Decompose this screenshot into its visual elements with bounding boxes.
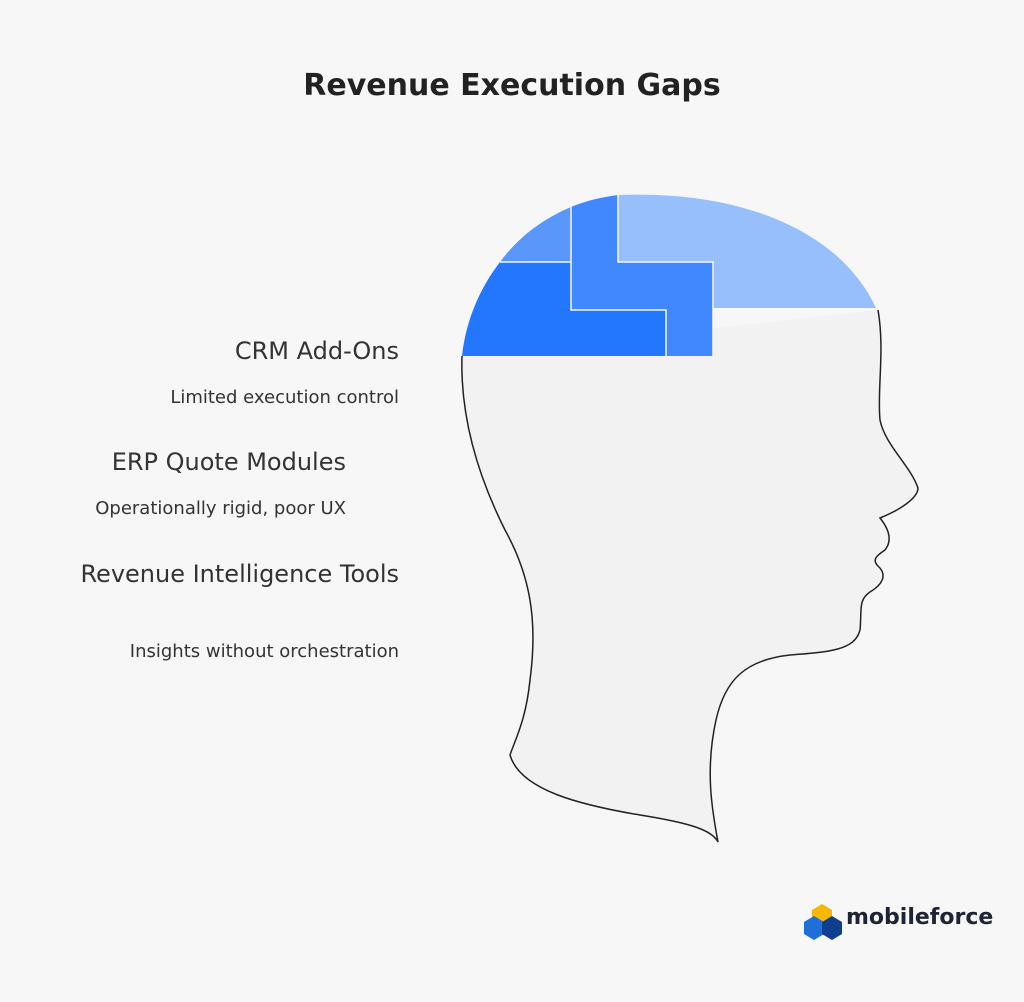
item-label: Revenue Intelligence Tools (80, 560, 399, 588)
head-outline (461, 309, 919, 843)
segment-divider (500, 195, 714, 356)
item-description: Limited execution control (170, 387, 399, 408)
segment-medium (571, 195, 713, 356)
title: Revenue Execution Gaps (303, 68, 721, 103)
segment-small (500, 207, 571, 262)
logo-text: mobileforce (846, 905, 994, 930)
item-description: Operationally rigid, poor UX (95, 498, 346, 519)
logo-icon (804, 904, 842, 940)
item-label: CRM Add-Ons (234, 337, 399, 365)
item-description: Insights without orchestration (129, 641, 399, 662)
segment-light (618, 194, 876, 308)
item-label: ERP Quote Modules (111, 448, 346, 476)
segment-dark (462, 262, 666, 356)
